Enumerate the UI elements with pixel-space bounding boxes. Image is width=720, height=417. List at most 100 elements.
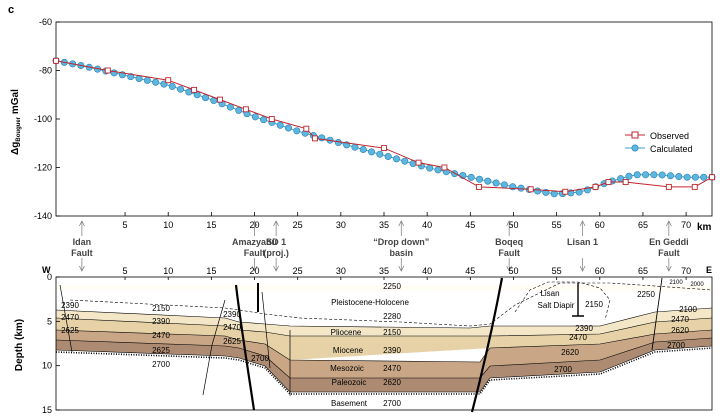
density-label: 2250 <box>383 282 401 291</box>
calculated-point <box>633 171 641 179</box>
observed-point <box>622 179 629 186</box>
location-label-line2: Fault <box>244 248 266 258</box>
layer-pleistocene <box>56 285 712 292</box>
calculated-point <box>177 85 185 93</box>
gravity-chart: -60-80-100-120-140 5 10 15 20 25 30 35 40 45 50 55… <box>10 17 716 233</box>
ylabel-main: Δg <box>10 142 21 155</box>
density-label: 2470 <box>671 315 689 324</box>
calculated-point <box>434 166 442 174</box>
density-label: 2470 <box>61 313 79 322</box>
density-label: 2470 <box>569 333 587 342</box>
observed-point <box>303 125 310 132</box>
density-label: 2625 <box>61 326 79 335</box>
fault-amazyahu-main <box>234 284 256 411</box>
series-calculated <box>52 57 716 198</box>
x-tick-label: 70 <box>681 220 691 230</box>
x-tick-label: 45 <box>465 220 475 230</box>
calculated-point <box>143 76 151 84</box>
calculated-point <box>658 171 666 179</box>
calculated-point <box>475 175 483 183</box>
x-tick-label: 30 <box>336 220 346 230</box>
section-y-tick-label: 0 <box>47 272 52 282</box>
section-x-tick-label: 15 <box>206 266 216 276</box>
gravity-x-label: km <box>697 222 712 233</box>
location-arrow-head <box>273 220 279 227</box>
boundary-paleo-basement <box>55 345 713 393</box>
observed-point <box>217 96 223 103</box>
section-x-tick-label: 50 <box>508 266 518 276</box>
layer-mesozoic <box>56 330 712 378</box>
observed-point <box>592 183 599 190</box>
location-arrow-head <box>251 265 258 272</box>
fault-boqeq <box>470 277 504 413</box>
density-label: 2700 <box>383 399 401 408</box>
ylabel-unit: mGal <box>10 89 21 117</box>
ylabel-sub: Bouguer <box>16 116 22 141</box>
location-label-line2: Fault <box>658 248 680 258</box>
gravity-y-label: ΔgBouguer mGal <box>10 89 22 155</box>
density-label: 2620 <box>383 378 401 387</box>
x-tick-label: 65 <box>638 220 648 230</box>
observed-point <box>709 174 715 181</box>
calculated-point <box>152 78 160 86</box>
density-label: 2390 <box>223 310 241 319</box>
location-arrow-head <box>251 220 258 227</box>
location-arrow-head <box>506 220 512 227</box>
x-tick-label: 60 <box>595 220 605 230</box>
observed-point <box>527 186 534 193</box>
legend-label-observed: Observed <box>650 131 689 141</box>
calculated-point <box>500 181 508 189</box>
observed-point <box>562 188 569 195</box>
calculated-point <box>392 155 400 163</box>
calculated-point <box>168 82 176 90</box>
cross-section: 5 10 15 20 25 30 35 40 45 50 55 60 65 70 0 5 10 15 W E D… <box>14 265 713 415</box>
observed-point <box>441 164 448 171</box>
observed-point <box>691 183 698 190</box>
calculated-point <box>484 177 492 185</box>
density-label: 2620 <box>671 326 689 335</box>
calculated-point <box>127 73 135 81</box>
unit-label-pliocene: Pliocene <box>331 328 362 337</box>
density-label: 2390 <box>383 346 401 355</box>
section-x-tick-label: 40 <box>422 266 432 276</box>
unit-label-mesozoic: Mesozoic <box>330 364 364 373</box>
x-tick-label: 35 <box>379 220 389 230</box>
series-observed <box>53 57 715 195</box>
calculated-point <box>368 148 376 156</box>
location-arrow-head <box>666 265 672 272</box>
calculated-point <box>260 116 268 124</box>
section-x-tick-label: 65 <box>638 266 648 276</box>
calculated-point <box>185 88 193 96</box>
calculated-point <box>359 146 367 154</box>
location-arrow-head <box>398 265 405 272</box>
location-label-line2: Fault <box>498 248 520 258</box>
observed-point <box>242 106 249 113</box>
x-tick-label: 50 <box>508 220 518 230</box>
calculated-point <box>276 121 284 129</box>
well-lisan1 <box>572 283 584 317</box>
section-y-tick-label: 10 <box>42 361 52 371</box>
section-x-tick-label: 70 <box>681 266 691 276</box>
calculated-point <box>334 139 342 147</box>
density-label: 2470 <box>383 364 401 373</box>
layer-pliocene <box>56 308 712 336</box>
unit-label-basement: Basement <box>331 399 368 408</box>
calculated-point <box>426 164 434 172</box>
calculated-point <box>351 143 359 151</box>
density-label: 2390 <box>61 301 79 310</box>
location-label-line2: Fault <box>71 248 93 258</box>
calculated-point <box>293 127 301 135</box>
x-tick-label: 25 <box>293 220 303 230</box>
density-label: 2625 <box>223 337 241 346</box>
location-label-line2: (proj.) <box>263 248 289 258</box>
unit-label-miocene: Miocene <box>333 346 364 355</box>
y-tick-label: -100 <box>34 114 52 124</box>
observed-point <box>104 67 111 74</box>
section-x-axis: 5 10 15 20 25 30 35 40 45 50 55 60 65 70 <box>123 266 691 280</box>
salt-diapir-outline <box>514 281 611 321</box>
location-arrow-head <box>398 220 405 227</box>
density-label: 2100 <box>679 305 697 314</box>
calculated-point <box>384 153 392 161</box>
location-label: “Drop down” <box>373 237 429 247</box>
